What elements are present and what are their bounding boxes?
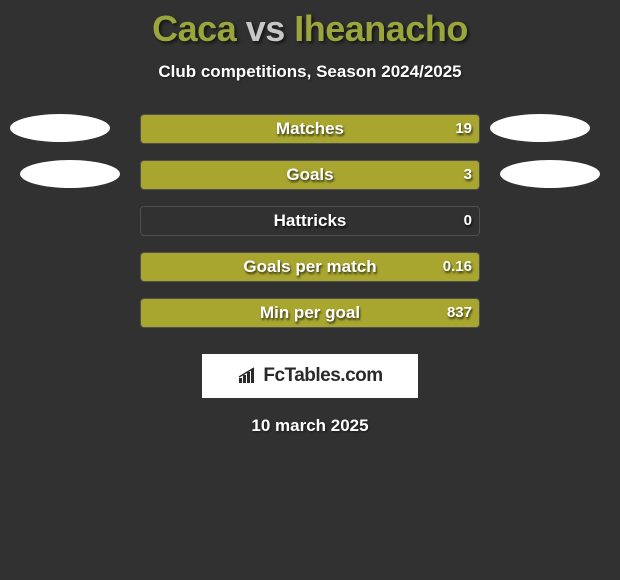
bar-track — [140, 252, 480, 282]
stat-row: Matches19 — [0, 114, 620, 160]
title-player-a: Caca — [152, 8, 236, 49]
title-vs: vs — [236, 8, 294, 49]
stat-row: Goals per match0.16 — [0, 252, 620, 298]
bar-right — [141, 253, 479, 281]
player-ellipse-left — [20, 160, 120, 188]
bar-track — [140, 114, 480, 144]
title-player-b: Iheanacho — [294, 8, 468, 49]
chart-icon — [237, 367, 259, 385]
stat-row: Hattricks0 — [0, 206, 620, 252]
comparison-chart: Matches19Goals3Hattricks0Goals per match… — [0, 114, 620, 344]
bar-right — [141, 115, 479, 143]
bar-right — [141, 161, 479, 189]
stat-row: Min per goal837 — [0, 298, 620, 344]
date-label: 10 march 2025 — [0, 416, 620, 436]
page-title: Caca vs Iheanacho — [0, 0, 620, 50]
branding-text: FcTables.com — [263, 365, 382, 387]
player-ellipse-right — [500, 160, 600, 188]
bar-track — [140, 298, 480, 328]
subtitle: Club competitions, Season 2024/2025 — [0, 62, 620, 82]
branding-box: FcTables.com — [202, 354, 418, 398]
player-ellipse-right — [490, 114, 590, 142]
bar-track — [140, 160, 480, 190]
bar-track — [140, 206, 480, 236]
player-ellipse-left — [10, 114, 110, 142]
stat-row: Goals3 — [0, 160, 620, 206]
bar-right — [141, 299, 479, 327]
